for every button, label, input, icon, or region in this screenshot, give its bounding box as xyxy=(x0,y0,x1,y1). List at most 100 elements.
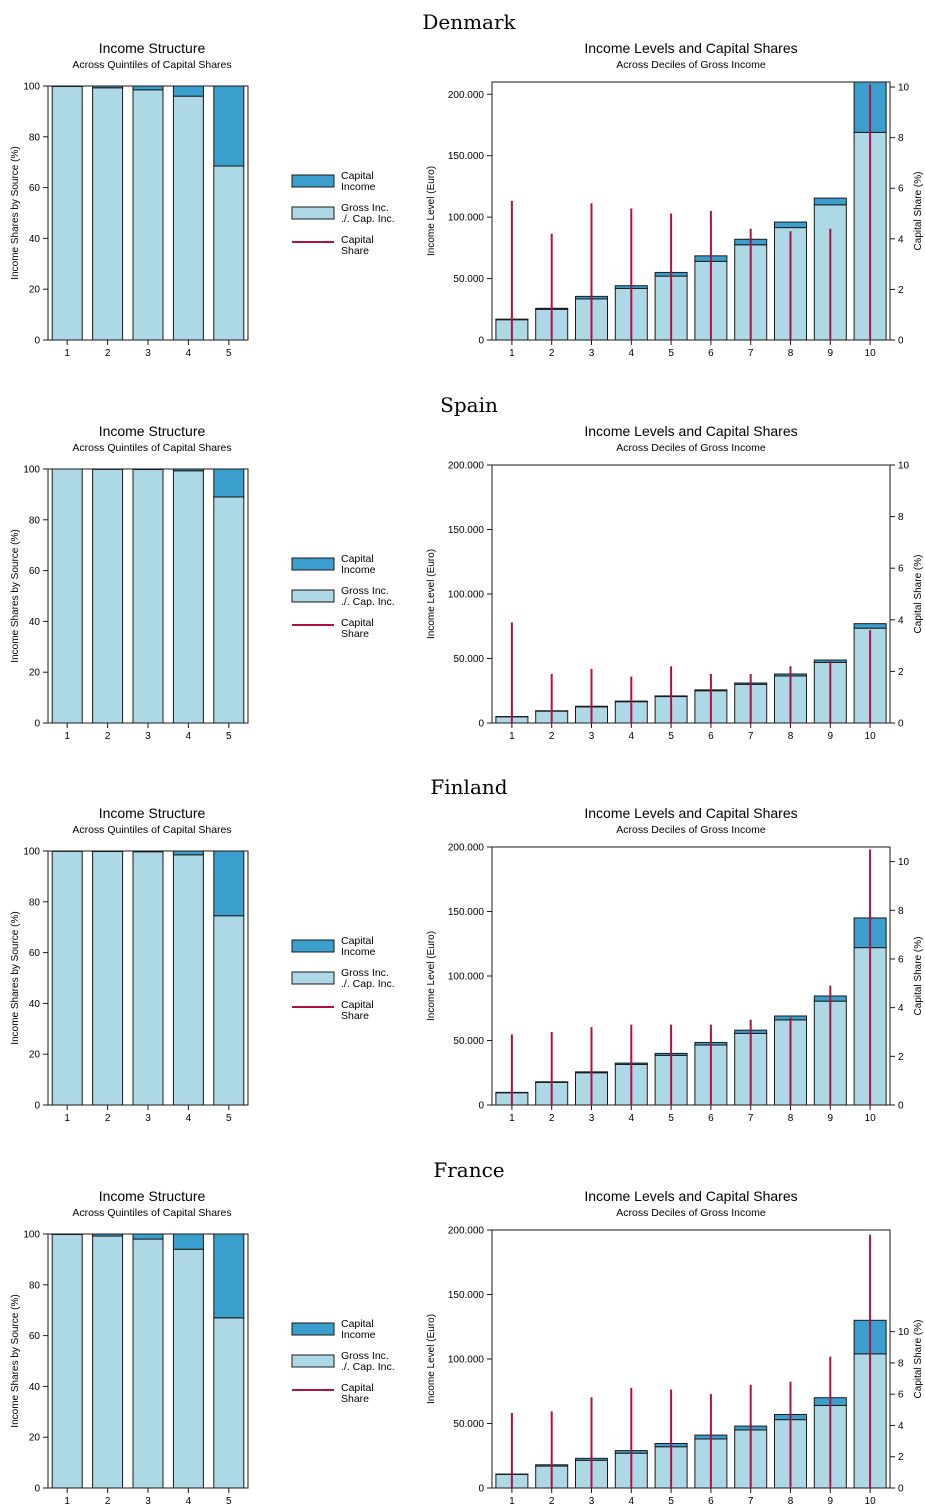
legend-swatch-gross xyxy=(291,206,335,220)
y-tick-label: 0 xyxy=(34,336,40,347)
legend-label: Income xyxy=(341,946,376,958)
y-tick-label: 40 xyxy=(29,999,41,1010)
y2-tick-label: 2 xyxy=(898,667,904,678)
x-tick-label: 4 xyxy=(629,348,635,359)
legend-swatch-capital-income xyxy=(291,174,335,188)
x-tick-label: 8 xyxy=(788,1113,794,1124)
y2-tick-label: 0 xyxy=(898,719,904,730)
x-tick-label: 1 xyxy=(509,731,515,742)
panel-subtitle: Across Quintiles of Capital Shares xyxy=(72,442,231,454)
y-axis-label: Income Shares by Source (%) xyxy=(10,1294,21,1427)
y-tick-label: 60 xyxy=(29,566,41,577)
x-tick-label: 7 xyxy=(748,348,754,359)
y2-axis-label: Capital Share (%) xyxy=(913,555,924,634)
y-tick-label: 50.000 xyxy=(453,1036,484,1047)
income-structure-panel: Income Structure Across Quintiles of Capi… xyxy=(10,805,249,1124)
panel-subtitle: Across Deciles of Gross Income xyxy=(616,1207,766,1219)
bar-capital-income xyxy=(172,468,204,472)
panel-subtitle: Across Deciles of Gross Income xyxy=(616,442,766,454)
y-axis-label: Income Level (Euro) xyxy=(426,931,437,1021)
y2-tick-label: 6 xyxy=(898,184,904,195)
x-tick-label: 5 xyxy=(668,731,674,742)
y-tick-label: 20 xyxy=(29,1050,41,1061)
bar-capital-income xyxy=(132,85,164,91)
y-tick-label: 0 xyxy=(34,1101,40,1112)
legend-label: Capital xyxy=(341,553,374,565)
y2-tick-label: 2 xyxy=(898,1452,904,1463)
y-tick-label: 100 xyxy=(23,847,40,858)
bar-capital-income xyxy=(172,850,204,856)
x-tick-label: 5 xyxy=(668,1496,674,1504)
legend-label: ./. Cap. Inc. xyxy=(341,978,395,990)
x-tick-label: 8 xyxy=(788,731,794,742)
bar-capital-income xyxy=(92,1233,124,1237)
x-tick-label: 5 xyxy=(226,731,232,742)
panel-title: Income Structure xyxy=(99,805,206,821)
bar-capital-income xyxy=(132,1233,164,1240)
y-axis-label: Income Shares by Source (%) xyxy=(10,911,21,1044)
y2-axis-label: Capital Share (%) xyxy=(913,172,924,251)
y-tick-label: 150.000 xyxy=(448,151,485,162)
y-tick-label: 150.000 xyxy=(448,525,485,536)
bar-gross-income xyxy=(172,1248,204,1489)
x-tick-label: 5 xyxy=(226,348,232,359)
bar-gross-income xyxy=(132,1238,164,1489)
legend-label: Capital xyxy=(341,1382,374,1394)
x-tick-label: 10 xyxy=(865,1496,877,1504)
y-tick-label: 60 xyxy=(29,1331,41,1342)
y-tick-label: 200.000 xyxy=(448,90,485,101)
bar-gross-income xyxy=(92,1235,124,1489)
legend-label: ./. Cap. Inc. xyxy=(341,1361,395,1373)
y-tick-label: 50.000 xyxy=(453,274,484,285)
bar-capital-income xyxy=(172,85,204,97)
y2-tick-label: 10 xyxy=(898,857,910,868)
x-tick-label: 10 xyxy=(865,348,877,359)
x-tick-label: 8 xyxy=(788,348,794,359)
country-title: Denmark xyxy=(422,10,516,34)
legend-label: ./. Cap. Inc. xyxy=(341,213,395,225)
x-tick-label: 3 xyxy=(145,1496,151,1504)
y2-tick-label: 10 xyxy=(898,83,910,94)
y-axis-label: Income Shares by Source (%) xyxy=(10,146,21,279)
y-tick-label: 80 xyxy=(29,1280,41,1291)
income-structure-panel: Income Structure Across Quintiles of Capi… xyxy=(10,423,249,742)
x-tick-label: 3 xyxy=(589,348,595,359)
bar-gross-income xyxy=(132,851,164,1106)
income-levels-panel: Income Levels and Capital Shares Across D… xyxy=(426,1188,924,1504)
panel-title: Income Levels and Capital Shares xyxy=(584,805,797,821)
bar-gross-income xyxy=(92,87,124,341)
bar-gross-income xyxy=(92,851,124,1106)
legend-swatch-gross xyxy=(291,1354,335,1368)
bar-capital-income xyxy=(172,1233,204,1250)
bar-gross-income xyxy=(51,1234,83,1489)
legend-label: Capital xyxy=(341,999,374,1011)
bar-capital-income xyxy=(132,850,164,853)
legend-label: Capital xyxy=(341,170,374,182)
x-tick-label: 3 xyxy=(145,1113,151,1124)
bar-capital-income xyxy=(774,221,807,229)
legend-label: Income xyxy=(341,181,376,193)
y-tick-label: 50.000 xyxy=(453,1419,484,1430)
panel-subtitle: Across Deciles of Gross Income xyxy=(616,59,766,71)
panel-title: Income Structure xyxy=(99,1188,206,1204)
bar-capital-income xyxy=(213,468,245,498)
y-tick-label: 100 xyxy=(23,1230,40,1241)
x-tick-label: 1 xyxy=(509,1113,515,1124)
income-levels-panel: Income Levels and Capital Shares Across D… xyxy=(426,423,924,742)
income-structure-panel: Income Structure Across Quintiles of Capi… xyxy=(10,1188,249,1504)
x-tick-label: 2 xyxy=(549,731,555,742)
income-levels-panel: Income Levels and Capital Shares Across D… xyxy=(426,40,924,359)
bar-capital-income xyxy=(92,85,124,89)
legend-label: Gross Inc. xyxy=(341,202,389,214)
legend-label: Income xyxy=(341,564,376,576)
x-tick-label: 3 xyxy=(589,1113,595,1124)
y2-axis-label: Capital Share (%) xyxy=(913,1320,924,1399)
y2-tick-label: 8 xyxy=(898,906,904,917)
y2-tick-label: 8 xyxy=(898,133,904,144)
legend-swatch-capital-income xyxy=(291,939,335,953)
bar-gross-income xyxy=(213,496,245,724)
panel-title: Income Levels and Capital Shares xyxy=(584,423,797,439)
y-tick-label: 0 xyxy=(478,719,484,730)
